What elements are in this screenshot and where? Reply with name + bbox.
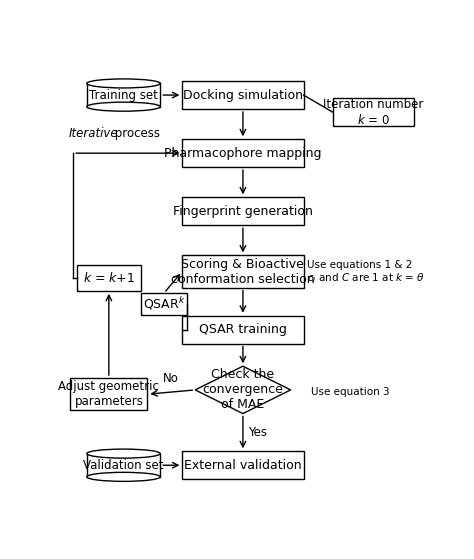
Text: Yes: Yes [248,426,267,439]
Text: Scoring & Bioactive
conformation selection: Scoring & Bioactive conformation selecti… [171,258,315,286]
Text: Iteration number
$k$ = 0: Iteration number $k$ = 0 [323,98,424,127]
Text: $k$ = $k$+1: $k$ = $k$+1 [83,271,135,285]
Text: process: process [110,127,160,140]
Text: QSAR training: QSAR training [199,323,287,336]
Text: Fingerprint generation: Fingerprint generation [173,205,313,218]
Ellipse shape [87,102,160,111]
Text: $c_i$ and $C$ are 1 at $k$ = $\theta$: $c_i$ and $C$ are 1 at $k$ = $\theta$ [307,271,425,285]
Ellipse shape [87,472,160,481]
FancyBboxPatch shape [77,265,141,291]
FancyBboxPatch shape [141,293,187,315]
Text: Use equations 1 & 2: Use equations 1 & 2 [307,260,412,270]
Text: Use equation 3: Use equation 3 [311,387,390,397]
FancyBboxPatch shape [182,139,303,167]
Text: Training set: Training set [89,89,158,102]
Polygon shape [195,366,291,414]
Text: External validation: External validation [184,459,302,472]
FancyBboxPatch shape [70,378,147,410]
Ellipse shape [87,449,160,458]
FancyBboxPatch shape [182,81,303,109]
FancyBboxPatch shape [333,98,414,126]
FancyBboxPatch shape [182,197,303,225]
Text: Check the
convergence
of MAE: Check the convergence of MAE [202,368,283,411]
FancyBboxPatch shape [182,255,303,288]
Text: Adjust geometric
parameters: Adjust geometric parameters [58,380,159,408]
Text: Iterative: Iterative [68,127,118,140]
Text: No: No [164,372,179,385]
Text: QSAR$^k$: QSAR$^k$ [143,295,185,312]
Ellipse shape [87,79,160,88]
Text: Pharmacophore mapping: Pharmacophore mapping [164,146,322,160]
FancyBboxPatch shape [182,316,303,344]
Text: Docking simulation: Docking simulation [183,88,303,102]
FancyBboxPatch shape [182,451,303,479]
Text: Validation set: Validation set [83,459,164,472]
